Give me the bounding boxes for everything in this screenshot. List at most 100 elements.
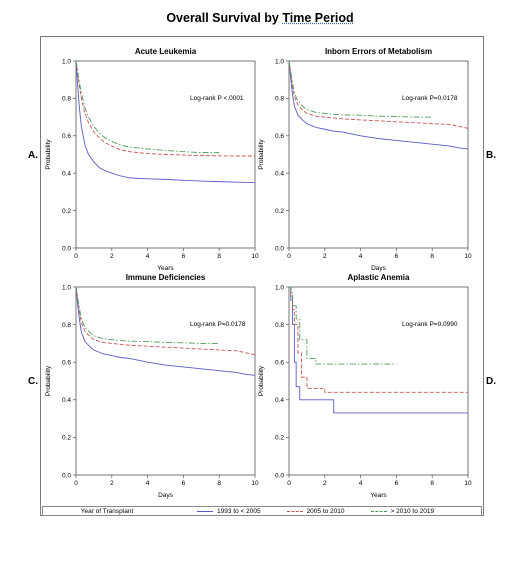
x-tick-label: 4: [359, 480, 363, 487]
panel-letter: B.: [486, 150, 496, 161]
x-tick-label: 8: [430, 480, 434, 487]
x-tick-label: 4: [146, 253, 150, 260]
x-tick-label: 0: [74, 253, 78, 260]
y-tick-label: 0.4: [275, 171, 284, 178]
x-tick-label: 4: [359, 253, 363, 260]
legend: Year of Transplant 1993 to < 2005 2005 t…: [42, 506, 482, 516]
series-line-3: [288, 60, 433, 118]
logrank-annotation: Log-rank P=0.0990: [402, 321, 458, 328]
legend-swatch-1: [197, 510, 213, 512]
panel-letter: A.: [28, 150, 38, 161]
series-line-2: [75, 286, 256, 356]
legend-item-3: > 2010 to 2019: [370, 507, 435, 515]
y-tick-label: 0.4: [275, 397, 284, 404]
y-axis-label: Probability: [45, 139, 52, 170]
series-line-3: [75, 60, 220, 154]
series-line-3: [289, 286, 397, 365]
x-tick-label: 6: [395, 253, 399, 260]
panel-1: Acute Leukemia 0.0 0.2 0.4 0.6 0.8 1.0 0 2 4 6 8 10 Y…: [28, 47, 259, 272]
y-tick-label: 0.2: [62, 208, 71, 215]
figure-title: Overall Survival by Time Period: [0, 11, 520, 25]
y-tick-label: 0.6: [62, 360, 71, 367]
legend-label-3: > 2010 to 2019: [390, 507, 435, 515]
series-line-1: [289, 286, 468, 414]
x-tick-label: 0: [74, 480, 78, 487]
x-tick-label: 6: [182, 253, 186, 260]
panel-2: Inborn Errors of Metabolism 0.0 0.2 0.4 0.6 0…: [258, 47, 496, 272]
legend-label-1: 1993 to < 2005: [217, 507, 261, 515]
x-tick-label: 2: [323, 480, 327, 487]
legend-label-2: 2005 to 2010: [306, 507, 345, 515]
y-tick-label: 1.0: [275, 284, 284, 291]
y-axis-label: Probability: [45, 365, 52, 396]
x-axis-label: Years: [157, 265, 174, 272]
panel-title: Immune Deficiencies: [126, 273, 206, 282]
y-tick-label: 0.6: [62, 133, 71, 140]
plot-area: [288, 286, 469, 476]
y-tick-label: 0.2: [275, 435, 284, 442]
logrank-annotation: Log-rank P=0.0178: [402, 95, 458, 102]
x-axis-label: Years: [370, 492, 387, 499]
x-tick-label: 2: [110, 480, 114, 487]
legend-item-2: 2005 to 2010: [286, 507, 345, 515]
series-line-1: [75, 286, 256, 376]
y-tick-label: 1.0: [275, 58, 284, 65]
y-tick-label: 0.8: [275, 322, 284, 329]
x-tick-label: 2: [323, 253, 327, 260]
x-tick-label: 8: [217, 480, 221, 487]
panel-title: Aplastic Anemia: [348, 273, 410, 282]
x-tick-label: 0: [287, 253, 291, 260]
y-tick-label: 0.0: [62, 245, 71, 252]
y-tick-label: 0.0: [275, 472, 284, 479]
legend-title: Year of Transplant: [80, 507, 134, 515]
y-axis-label: Probability: [258, 139, 265, 170]
x-tick-label: 8: [217, 253, 221, 260]
x-tick-label: 10: [251, 480, 259, 487]
x-tick-label: 6: [182, 480, 186, 487]
x-tick-label: 10: [464, 253, 472, 260]
y-tick-label: 0.0: [275, 245, 284, 252]
x-axis-label: Days: [158, 492, 174, 499]
y-tick-label: 1.0: [62, 284, 71, 291]
panel-4: Aplastic Anemia 0.0 0.2 0.4 0.6 0.8 1.0 0 2 4 6 8 10…: [258, 273, 496, 499]
panel-letter: C.: [28, 376, 38, 387]
figure-title-underlined: Time Period: [282, 11, 354, 25]
series-line-1: [288, 60, 469, 150]
series-line-2: [288, 60, 469, 129]
y-tick-label: 0.0: [62, 472, 71, 479]
panel-title: Inborn Errors of Metabolism: [325, 47, 432, 56]
x-tick-label: 0: [287, 480, 291, 487]
series-line-2: [289, 286, 468, 393]
logrank-annotation: Log-rank P <.0001: [190, 95, 244, 102]
x-tick-label: 8: [430, 253, 434, 260]
y-tick-label: 0.4: [62, 397, 71, 404]
x-tick-label: 4: [146, 480, 150, 487]
x-tick-label: 6: [395, 480, 399, 487]
y-tick-label: 0.6: [275, 360, 284, 367]
panel-letter: D.: [486, 376, 496, 387]
y-tick-label: 0.8: [275, 96, 284, 103]
plot-area: [288, 60, 469, 249]
x-tick-label: 10: [464, 480, 472, 487]
y-tick-label: 0.8: [62, 96, 71, 103]
plot-area: [75, 286, 256, 476]
x-tick-label: 2: [110, 253, 114, 260]
series-line-2: [75, 60, 255, 157]
x-tick-label: 10: [251, 253, 259, 260]
legend-swatch-3: [370, 510, 387, 512]
y-axis-label: Probability: [258, 365, 265, 396]
series-line-3: [75, 286, 220, 344]
legend-item-1: 1993 to < 2005: [197, 508, 261, 515]
y-tick-label: 1.0: [62, 58, 71, 65]
legend-swatch-2: [286, 510, 303, 512]
panel-3: Immune Deficiencies 0.0 0.2 0.4 0.6 0.8 1.0 0 2 4…: [28, 273, 259, 499]
x-axis-label: Days: [371, 265, 387, 272]
logrank-annotation: Log-rank P=0.0178: [190, 321, 246, 328]
y-tick-label: 0.2: [275, 208, 284, 215]
y-tick-label: 0.2: [62, 435, 71, 442]
panel-title: Acute Leukemia: [135, 47, 197, 56]
y-tick-label: 0.8: [62, 322, 71, 329]
y-tick-label: 0.6: [275, 133, 284, 140]
y-tick-label: 0.4: [62, 171, 71, 178]
